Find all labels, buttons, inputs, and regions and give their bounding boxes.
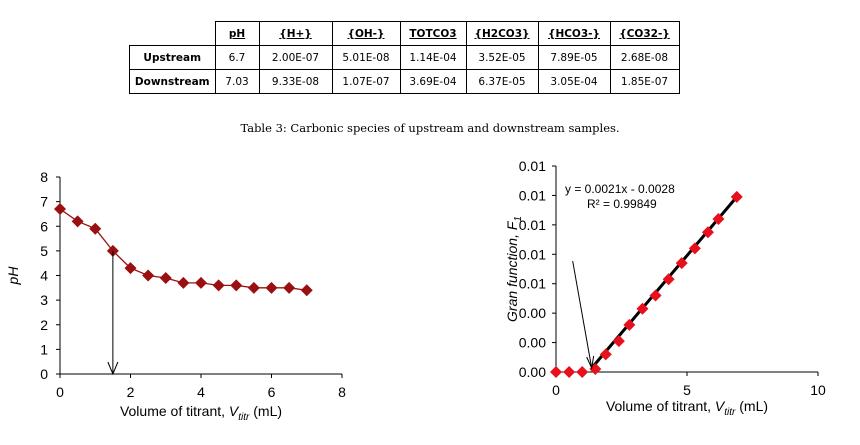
table-cell: 7.03 [214, 69, 260, 94]
x-tick-label: 0 [552, 382, 560, 398]
table-cell: 2.68E-08 [609, 45, 680, 70]
x-tick-label: 6 [268, 384, 276, 400]
y-tick-label: 7 [40, 194, 48, 210]
data-point [142, 269, 155, 282]
table-cell: 9.33E-08 [258, 69, 333, 94]
data-point [177, 276, 190, 289]
data-point [283, 281, 296, 294]
x-tick-label: 5 [683, 382, 691, 398]
table-header-row: pH {H+} {OH-} TOTCO3 {H2CO3} {HCO3-} {CO… [130, 21, 680, 46]
x-tick-label: 8 [338, 384, 346, 400]
table-header-oh: {OH-} [331, 21, 401, 46]
table-cell: 2.00E-07 [258, 45, 333, 70]
y-tick-label: 5 [40, 243, 48, 259]
data-point [212, 279, 225, 292]
table-cell: 1.14E-04 [399, 45, 467, 70]
x-tick-label: 4 [197, 384, 205, 400]
y-tick-label: 0.01 [519, 187, 546, 203]
r-squared-label: R² = 0.99849 [587, 197, 657, 211]
data-point [589, 363, 602, 376]
table-cell: 1.85E-07 [609, 69, 680, 94]
table-cell: 6.37E-05 [465, 69, 539, 94]
data-point [599, 348, 612, 361]
y-tick-label: 4 [40, 268, 48, 284]
data-point [730, 190, 743, 203]
table-header-corner [130, 22, 216, 46]
table-cell: 6.7 [214, 45, 260, 70]
table-row: Downstream 7.03 9.33E-08 1.07E-07 3.69E-… [129, 69, 680, 94]
data-point [649, 289, 662, 302]
x-axis-label: Volume of titrant, Vtitr (mL) [120, 403, 282, 423]
y-tick-label: 1 [40, 341, 48, 357]
data-point [712, 212, 725, 225]
table-header-ph: pH [214, 21, 260, 46]
data-point [623, 318, 636, 331]
data-point [675, 257, 688, 270]
data-point [265, 281, 278, 294]
y-tick-label: 0.00 [519, 305, 546, 321]
table-row: Upstream 6.7 2.00E-07 5.01E-08 1.14E-04 … [129, 45, 680, 70]
table-cell: 3.05E-04 [537, 69, 611, 94]
y-tick-label: 8 [40, 169, 48, 185]
data-point [300, 284, 313, 297]
data-point [636, 302, 649, 315]
data-point [701, 226, 714, 239]
y-tick-label: 0.01 [519, 276, 546, 292]
table-header-h2co3: {H2CO3} [465, 21, 539, 46]
y-tick-label: 0.01 [519, 246, 546, 262]
arrow-head [586, 355, 595, 370]
data-point [124, 262, 137, 275]
x-tick-label: 2 [127, 384, 135, 400]
table-cell: Upstream [129, 45, 216, 70]
arrow-head [107, 361, 119, 376]
data-point [71, 215, 84, 228]
y-tick-label: 6 [40, 218, 48, 234]
carbonic-species-table: pH {H+} {OH-} TOTCO3 {H2CO3} {HCO3-} {CO… [129, 21, 680, 94]
data-point [563, 366, 576, 378]
table-caption: Table 3: Carbonic species of upstream an… [240, 121, 620, 135]
y-tick-label: 0.00 [519, 335, 546, 351]
table-cell: 5.01E-08 [331, 45, 401, 70]
gran-function-chart: 0.00 0.00 0.00 0.01 0.01 0.01 0.01 0.01 0 5 10 Gran… [504, 158, 826, 418]
table-cell: 3.52E-05 [465, 45, 539, 70]
x-tick-label: 10 [810, 382, 826, 398]
y-tick-label: 0.01 [519, 158, 546, 174]
y-tick-label: 0.01 [519, 217, 546, 233]
data-point [688, 242, 701, 255]
table-header-co32: {CO32-} [609, 21, 680, 46]
y-axis-label: Gran function, F1 [504, 216, 524, 322]
data-point [612, 335, 625, 348]
table-cell: 7.89E-05 [537, 45, 611, 70]
table-header-hco3: {HCO3-} [537, 21, 611, 46]
table-cell: 3.69E-04 [399, 69, 467, 94]
x-axis-label: Volume of titrant, Vtitr (mL) [606, 398, 768, 418]
y-tick-label: 2 [40, 317, 48, 333]
data-point [576, 366, 589, 378]
data-point [89, 222, 102, 235]
ph-titration-chart: 0 1 2 3 4 5 6 7 8 0 2 4 6 8 pH Volume of titrant, Vtitr… [5, 169, 346, 423]
y-axis-label: pH [5, 266, 21, 286]
y-tick-label: 3 [40, 292, 48, 308]
table-header-h: {H+} [258, 21, 333, 46]
data-point [247, 281, 260, 294]
y-tick-label: 0.00 [519, 364, 546, 380]
table-cell: 1.07E-07 [331, 69, 401, 94]
data-point [54, 203, 66, 216]
table-header-totco3: TOTCO3 [399, 21, 467, 46]
data-point [230, 279, 243, 292]
data-point [550, 366, 562, 378]
regression-equation: y = 0.0021x - 0.0028 [565, 182, 675, 196]
data-point [195, 276, 207, 289]
endpoint-arrow [572, 260, 593, 369]
data-point [159, 271, 172, 284]
table-cell: Downstream [129, 69, 216, 94]
y-tick-label: 0 [40, 366, 48, 382]
x-tick-label: 0 [56, 384, 64, 400]
data-point [662, 273, 675, 286]
